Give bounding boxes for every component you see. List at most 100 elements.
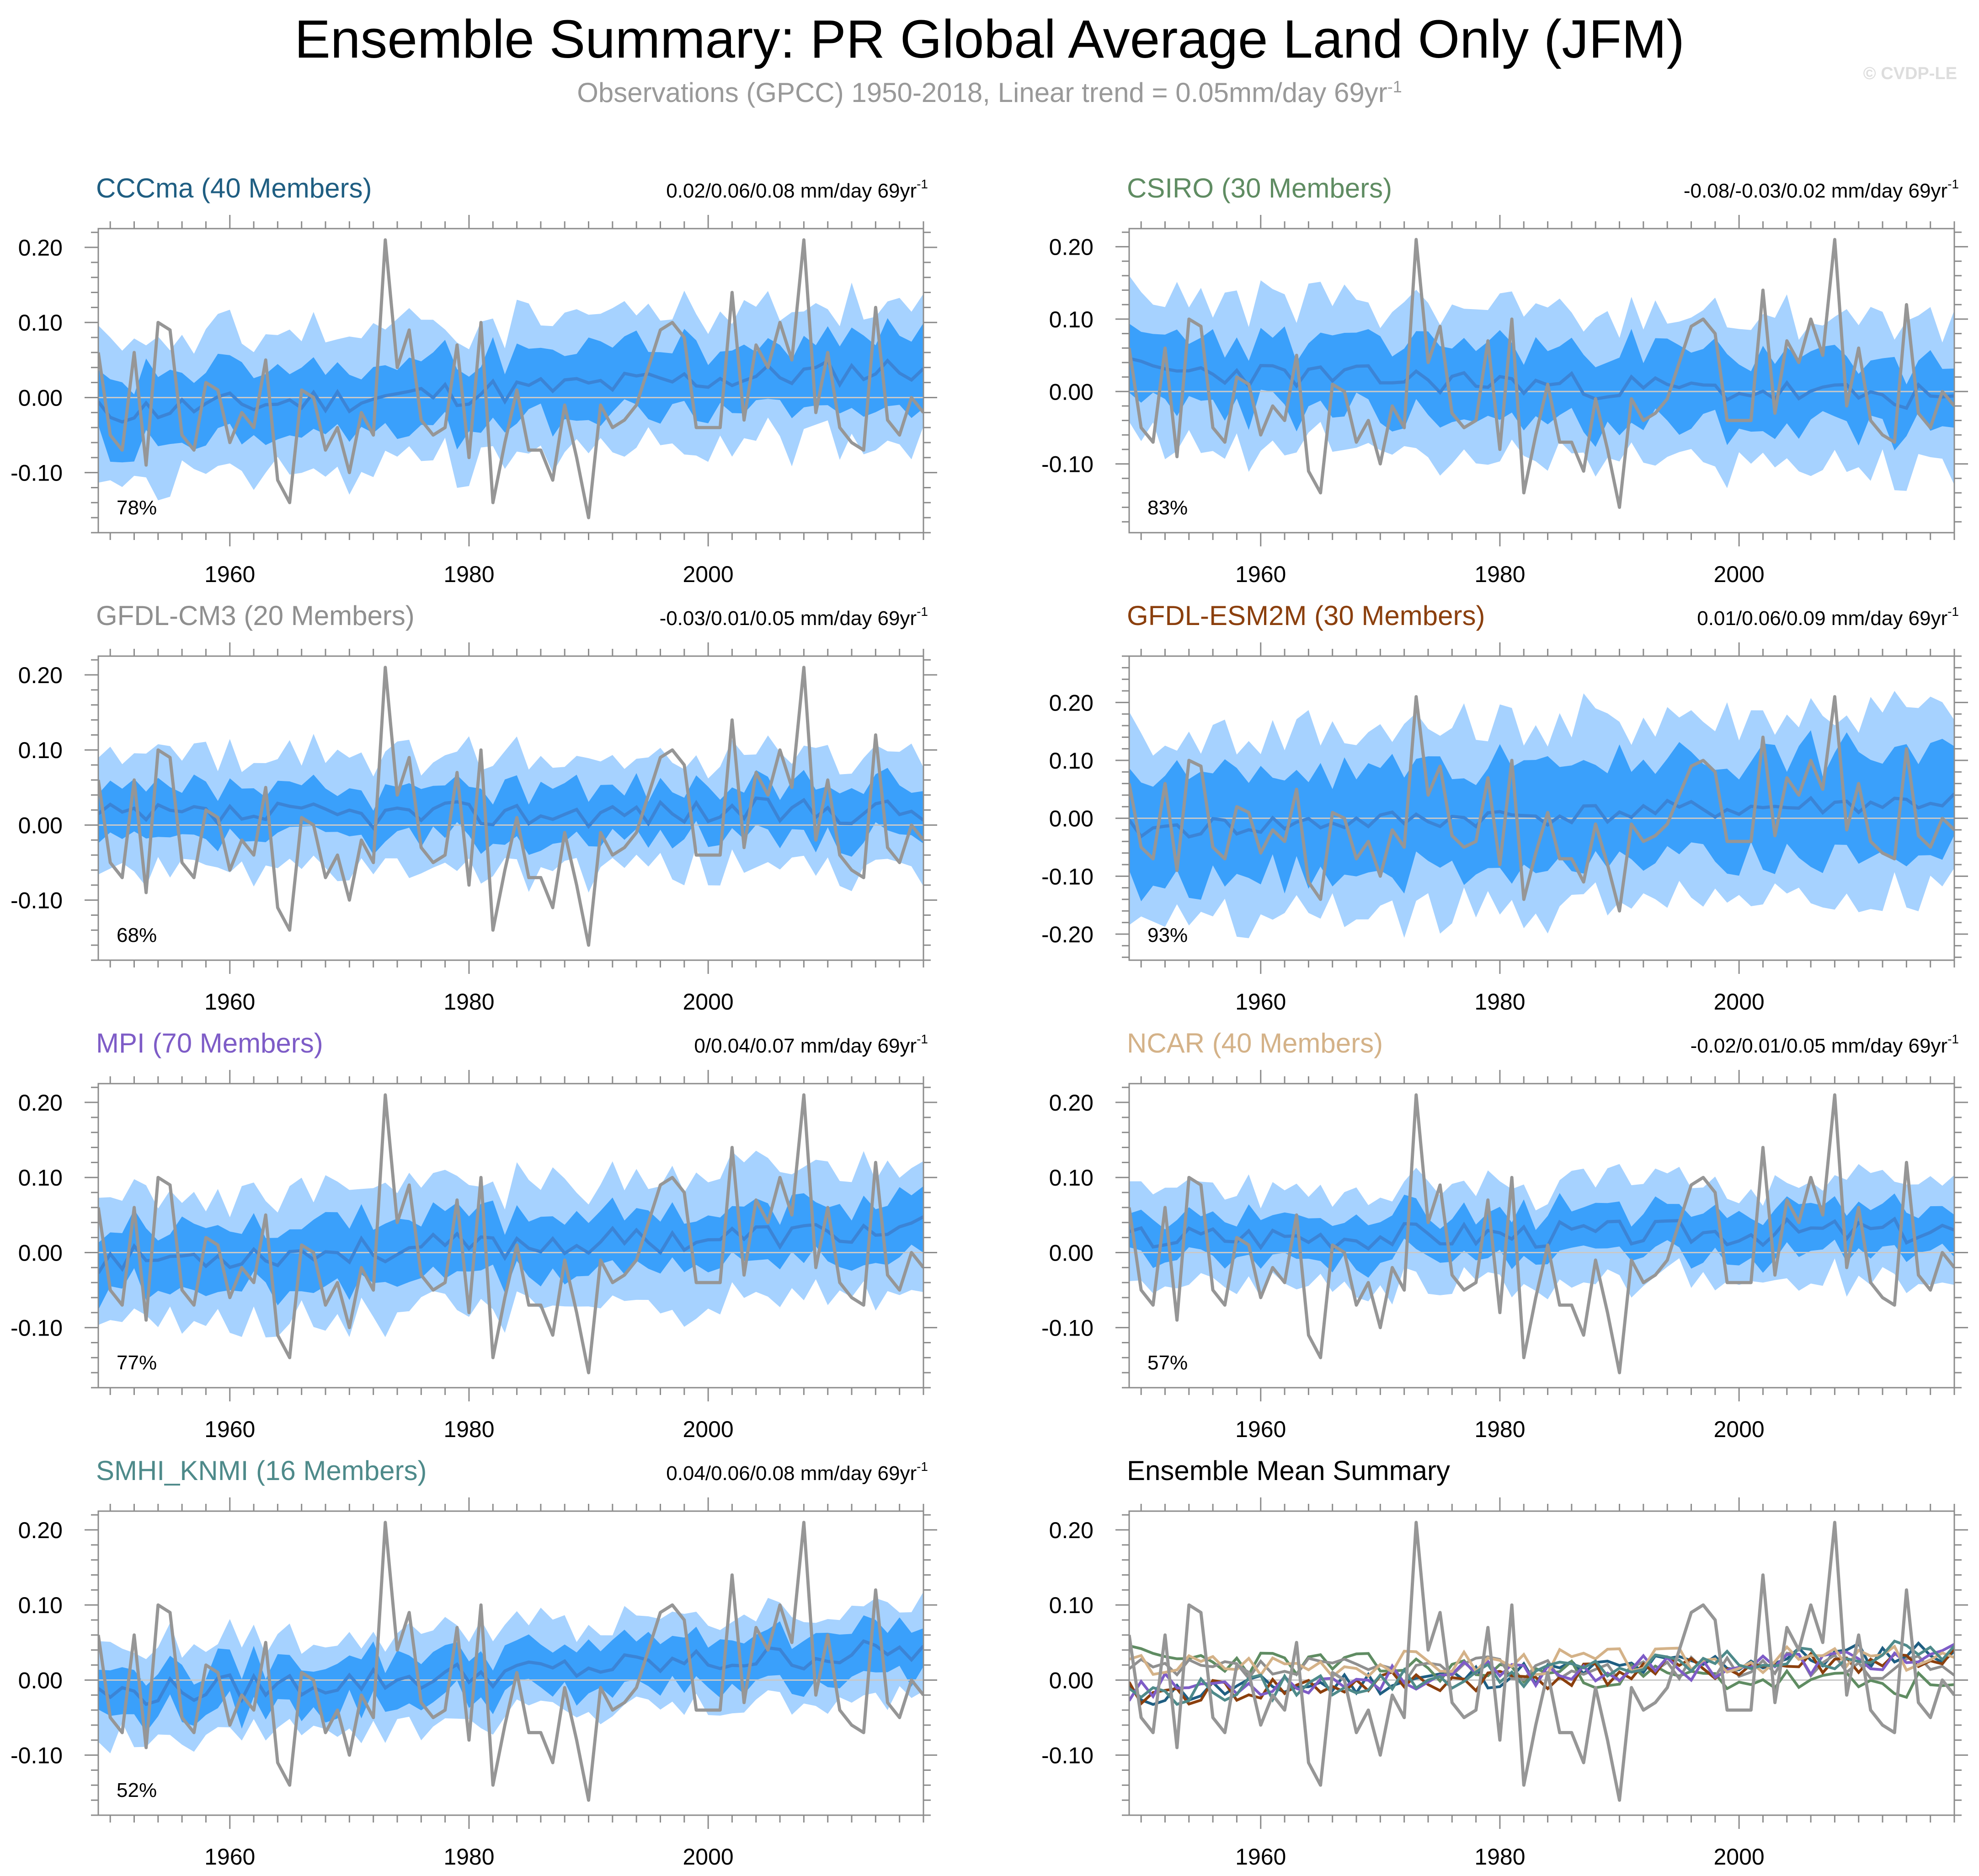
plot-frame <box>1128 655 1955 961</box>
panel-title: GFDL-CM3 (20 Members) <box>96 600 415 631</box>
x-tick-label: 1960 <box>1235 989 1286 1015</box>
inner-spread-band <box>98 768 923 857</box>
percent-label: 93% <box>1147 924 1188 946</box>
observations-line <box>98 1521 923 1802</box>
plot-area <box>98 1521 923 1802</box>
x-tick-label: 2000 <box>1714 1416 1765 1442</box>
series-line-mpi <box>1129 1643 1954 1702</box>
trend-superscript: -1 <box>1947 1032 1959 1046</box>
x-tick-label: 2000 <box>683 989 734 1015</box>
y-tick-label: 0.20 <box>18 1090 63 1116</box>
plot-frame <box>1128 228 1955 534</box>
panel-7: 0.20 0.10 0.00 -0.10 1960 1980 2000 SMHI_KNMI (… <box>11 1455 937 1870</box>
plot-frame <box>97 1083 924 1389</box>
panel-1: 0.20 0.10 0.00 -0.10 1960 1980 2000 CCCma (40 M… <box>11 173 937 587</box>
x-tick-label: 2000 <box>1714 561 1765 587</box>
trend-text: 0.04/0.06/0.08 mm/day 69yr <box>666 1462 917 1485</box>
panel-title: CCCma (40 Members) <box>96 173 372 203</box>
y-tick-label: -0.10 <box>11 1315 63 1341</box>
y-tick-label: 0.20 <box>1049 235 1094 260</box>
y-tick-label: 0.00 <box>1049 379 1094 405</box>
plot-frame <box>1128 1510 1955 1816</box>
panel-8: 0.20 0.10 0.00 -0.10 1960 1980 2000 Ensemble Me… <box>1041 1455 1968 1870</box>
x-tick-label: 1980 <box>443 1416 494 1442</box>
percent-label: 68% <box>117 924 157 946</box>
y-tick-label: -0.10 <box>11 888 63 914</box>
trend-superscript: -1 <box>1947 177 1959 191</box>
trend-text: -0.02/0.01/0.05 mm/day 69yr <box>1691 1035 1948 1057</box>
x-tick-label: 2000 <box>1714 989 1765 1015</box>
trend-label: 0.01/0.06/0.09 mm/day 69yr-1 <box>1697 604 1959 630</box>
y-tick-label: 0.10 <box>1049 748 1094 774</box>
trend-text: 0/0.04/0.07 mm/day 69yr <box>694 1035 917 1057</box>
trend-text: -0.08/-0.03/0.02 mm/day 69yr <box>1684 180 1947 202</box>
plot-frame <box>1128 1083 1955 1389</box>
percent-label: 83% <box>1147 497 1188 519</box>
panel-title: SMHI_KNMI (16 Members) <box>96 1455 427 1486</box>
observations-line <box>98 666 923 947</box>
x-tick-label: 1980 <box>1474 1416 1525 1442</box>
trend-label: -0.02/0.01/0.05 mm/day 69yr-1 <box>1691 1032 1959 1057</box>
x-tick-label: 1980 <box>443 989 494 1015</box>
y-tick-label: 0.00 <box>18 1668 63 1693</box>
copyright-label: © CVDP-LE <box>1863 64 1957 83</box>
y-tick-label: 0.00 <box>18 812 63 838</box>
inner-spread-band <box>1129 323 1954 451</box>
x-tick-label: 1960 <box>204 1416 255 1442</box>
y-tick-label: 0.10 <box>1049 1593 1094 1618</box>
y-tick-label: -0.10 <box>1041 1743 1094 1769</box>
trend-label: -0.03/0.01/0.05 mm/day 69yr-1 <box>660 604 928 630</box>
y-tick-label: 0.00 <box>18 385 63 411</box>
ensemble-mean-line <box>98 1215 923 1274</box>
trend-text: 0.02/0.06/0.08 mm/day 69yr <box>666 180 917 202</box>
x-tick-label: 1960 <box>1235 1416 1286 1442</box>
y-tick-label: -0.10 <box>1041 864 1094 889</box>
y-tick-label: 0.00 <box>1049 1240 1094 1266</box>
plot-area <box>98 238 923 519</box>
plot-area <box>1129 1521 1954 1802</box>
y-tick-label: 0.20 <box>1049 690 1094 716</box>
y-tick-label: 0.00 <box>1049 1668 1094 1693</box>
plot-frame <box>97 228 924 534</box>
y-tick-label: 0.10 <box>1049 307 1094 332</box>
plot-area <box>1129 1093 1954 1374</box>
observations-line <box>98 238 923 519</box>
subtitle-text: Observations (GPCC) 1950-2018, Linear tr… <box>577 77 1387 108</box>
panel-6: 0.20 0.10 0.00 -0.10 1960 1980 2000 NCAR (40 Me… <box>1041 1028 1968 1442</box>
panel-title: CSIRO (30 Members) <box>1127 173 1392 203</box>
percent-label: 52% <box>117 1779 157 1801</box>
observations-line <box>1129 238 1954 509</box>
inner-spread-band <box>1129 1193 1954 1278</box>
inner-spread-band <box>98 1615 923 1732</box>
trend-label: 0/0.04/0.07 mm/day 69yr-1 <box>694 1032 928 1057</box>
x-tick-label: 1980 <box>1474 561 1525 587</box>
percent-label: 77% <box>117 1352 157 1374</box>
trend-label: 0.02/0.06/0.08 mm/day 69yr-1 <box>666 177 928 202</box>
panel-5: 0.20 0.10 0.00 -0.10 1960 1980 2000 MPI (70 Mem… <box>11 1028 937 1442</box>
x-tick-label: 1960 <box>204 1844 255 1870</box>
y-tick-label: 0.10 <box>1049 1165 1094 1191</box>
series-line-csiro <box>1129 1644 1954 1699</box>
trend-label: 0.04/0.06/0.08 mm/day 69yr-1 <box>666 1459 928 1485</box>
subtitle-superscript: -1 <box>1387 77 1402 96</box>
ensemble-mean-line <box>1129 357 1954 410</box>
plot-frame <box>97 1510 924 1816</box>
series-line-smhi_knmi <box>1129 1639 1954 1706</box>
y-tick-label: -0.10 <box>11 1743 63 1769</box>
x-tick-label: 1980 <box>443 1844 494 1870</box>
x-tick-label: 1980 <box>443 561 494 587</box>
x-tick-label: 1960 <box>204 561 255 587</box>
y-tick-label: 0.00 <box>18 1240 63 1266</box>
trend-superscript: -1 <box>917 1032 928 1046</box>
panel-title: NCAR (40 Members) <box>1127 1028 1383 1058</box>
y-tick-label: -0.20 <box>1041 922 1094 947</box>
trend-text: 0.01/0.06/0.09 mm/day 69yr <box>1697 607 1947 630</box>
inner-spread-band <box>1129 730 1954 902</box>
y-tick-label: -0.10 <box>1041 452 1094 477</box>
x-tick-label: 2000 <box>1714 1844 1765 1870</box>
panel-2: 0.20 0.10 0.00 -0.10 1960 1980 2000 CSIRO (30 M… <box>1041 173 1968 587</box>
panel-title: MPI (70 Members) <box>96 1028 323 1058</box>
y-tick-label: 0.20 <box>18 235 63 261</box>
main-title: Ensemble Summary: PR Global Average Land… <box>294 9 1685 69</box>
y-tick-label: 0.00 <box>1049 806 1094 832</box>
